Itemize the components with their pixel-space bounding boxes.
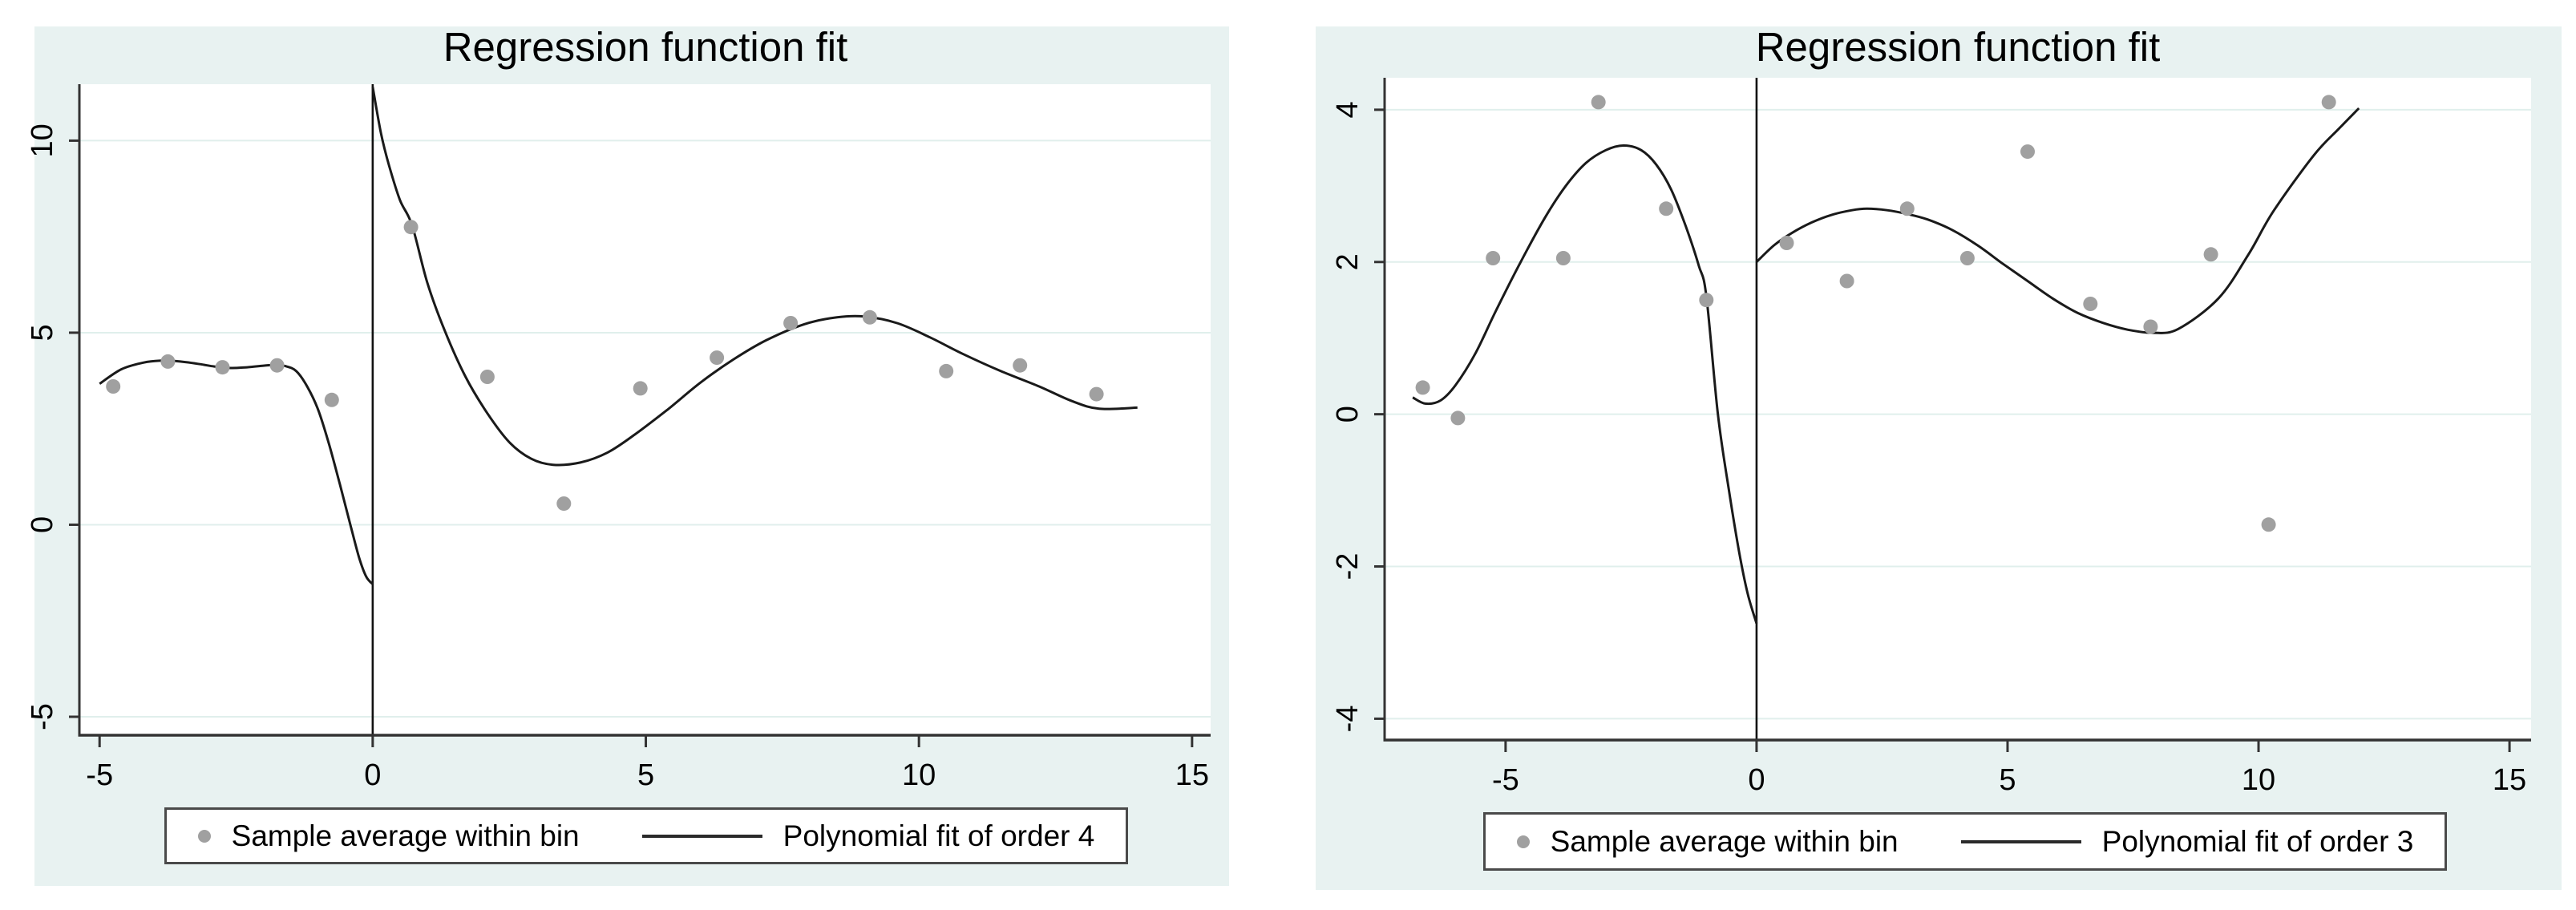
y-tick-label: 5: [26, 324, 59, 341]
scatter-point: [939, 363, 954, 378]
y-tick-label: -2: [1331, 553, 1365, 580]
legend-fit-label: Polynomial fit of order 3: [2101, 824, 2414, 858]
y-tick-label: 10: [26, 123, 59, 157]
x-tick-label: 0: [1748, 763, 1765, 797]
legend-fit-label: Polynomial fit of order 4: [783, 819, 1095, 852]
left-legend-box: Sample average within bin Polynomial fit…: [164, 807, 1128, 864]
x-tick-label: -5: [86, 758, 113, 792]
y-tick-label: 0: [1331, 406, 1365, 423]
scatter-point: [1415, 380, 1430, 395]
scatter-point: [106, 379, 121, 394]
scatter-point: [1839, 273, 1854, 289]
scatter-point: [2321, 95, 2336, 110]
legend-scatter-label: Sample average within bin: [231, 819, 580, 852]
fit-line-sample-icon: [1960, 839, 2081, 843]
scatter-point: [2143, 319, 2158, 334]
scatter-point: [1699, 293, 1714, 308]
scatter-point: [783, 316, 799, 330]
scatter-point: [403, 220, 419, 235]
y-tick-label: 2: [1331, 253, 1365, 270]
scatter-point: [479, 370, 495, 384]
scatter-point: [1591, 95, 1606, 110]
plot-region: [79, 84, 1211, 735]
scatter-point: [633, 381, 648, 396]
y-tick-label: -5: [26, 703, 59, 730]
scatter-point: [215, 360, 230, 375]
legend-scatter-label: Sample average within bin: [1550, 824, 1899, 858]
scatter-point: [324, 392, 339, 407]
right-legend-box: Sample average within bin Polynomial fit…: [1483, 812, 2447, 871]
scatter-point: [1555, 251, 1571, 265]
right-chart-title: Regression function fit: [1755, 24, 2161, 70]
scatter-point: [2083, 297, 2098, 311]
scatter-point: [269, 358, 285, 373]
plot-region: [1385, 78, 2531, 740]
scatter-marker-icon: [197, 829, 211, 843]
x-tick-label: 10: [2242, 763, 2275, 797]
scatter-point: [556, 496, 572, 512]
x-tick-label: 15: [1175, 758, 1209, 792]
scatter-point: [1486, 251, 1501, 265]
y-tick-label: -4: [1331, 706, 1365, 733]
fit-curve-left: [1412, 144, 1758, 625]
scatter-point: [1959, 251, 1975, 265]
scatter-point: [1013, 358, 1028, 373]
scatter-point: [1659, 201, 1674, 216]
scatter-point: [1779, 236, 1794, 250]
x-tick-label: 15: [2493, 763, 2526, 797]
scatter-point: [1450, 411, 1466, 426]
scatter-point: [160, 354, 176, 369]
legend-item-scatter: Sample average within bin: [1516, 824, 1899, 859]
legend-item-fit-line: Polynomial fit of order 3: [1960, 824, 2414, 859]
scatter-point: [1899, 201, 1915, 216]
fit-curve-right: [371, 87, 1138, 467]
scatter-point: [2020, 144, 2035, 160]
scatter-point: [710, 350, 725, 366]
x-tick-label: 0: [364, 758, 381, 792]
legend-item-scatter: Sample average within bin: [197, 819, 580, 853]
scatter-marker-icon: [1516, 835, 1530, 848]
scatter-point: [1089, 386, 1104, 402]
y-tick-label: 0: [26, 516, 59, 533]
y-tick-label: 4: [1331, 101, 1365, 118]
x-tick-label: 5: [637, 758, 654, 792]
x-tick-label: 5: [1999, 763, 2016, 797]
scatter-point: [2203, 247, 2218, 262]
scatter-point: [862, 309, 877, 325]
legend-item-fit-line: Polynomial fit of order 4: [641, 819, 1095, 853]
fit-curve-right: [1755, 107, 2360, 334]
fit-line-sample-icon: [641, 834, 762, 838]
x-tick-label: -5: [1492, 763, 1519, 797]
x-tick-label: 10: [902, 758, 936, 792]
scatter-point: [2261, 517, 2276, 532]
left-chart-title: Regression function fit: [443, 24, 848, 70]
